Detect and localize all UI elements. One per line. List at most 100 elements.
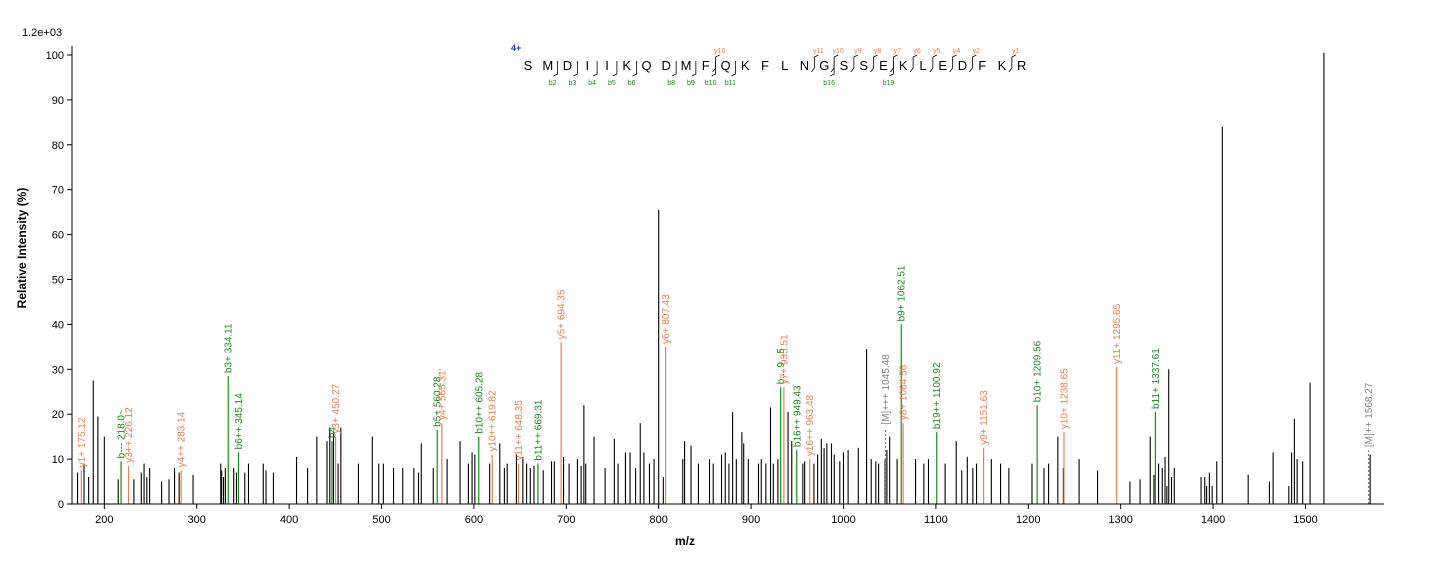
x-tick-label-9: 1100 <box>924 514 948 526</box>
x-tick-label-2: 400 <box>280 514 298 526</box>
b-cleavage-mark-9 <box>829 61 835 77</box>
y-tick-label-10: 100 <box>46 50 64 62</box>
x-tick-label-8: 1000 <box>831 514 855 526</box>
y-fragment-label-5: y7 <box>894 48 902 55</box>
sequence-residue-17: S <box>859 58 868 73</box>
y-fragment-label-7: y5 <box>933 48 941 55</box>
b-fragment-label-6: b9 <box>687 80 695 87</box>
peak-label-15: y6+ 807.43 <box>661 294 672 344</box>
x-tick-label-4: 600 <box>465 514 483 526</box>
x-axis-title: m/z <box>675 534 695 548</box>
x-axis-ticks: 200 300 400 500 600 700 800 900 1000 1100 1200 1300… <box>95 504 1318 526</box>
y-cleavage-mark-1 <box>811 54 819 73</box>
b-fragment-label-7: b10 <box>705 80 717 87</box>
x-tick-label-10: 1200 <box>1016 514 1040 526</box>
b-cleavage-mark-10 <box>889 61 894 77</box>
y-cleavage-mark-0 <box>712 54 720 73</box>
axes <box>71 46 1384 505</box>
y-fragment-label-1: y11 <box>813 48 824 55</box>
x-tick-label-1: 300 <box>188 514 206 526</box>
sequence-residue-9: F <box>702 58 710 73</box>
y-fragment-label-10: y1 <box>1012 48 1020 55</box>
peak-label-28: b11+ 1337.61 <box>1151 348 1162 409</box>
sequence-residue-25: R <box>1017 58 1026 73</box>
y-tick-label-6: 60 <box>52 230 64 242</box>
y-fragment-label-8: y4 <box>953 48 961 55</box>
sequence-residue-0: S <box>524 58 533 73</box>
peak-label-9: y4+ 565.31 <box>437 370 448 420</box>
sequence-residue-13: L <box>781 58 788 73</box>
peak-label-22: y8+ 1064.56 <box>899 364 910 420</box>
x-tick-label-5: 700 <box>557 514 575 526</box>
sequence-residue-1: M <box>542 58 553 73</box>
peak-label-25: b10+ 1209.56 <box>1033 340 1044 402</box>
y-cleavage-mark-3 <box>850 54 859 73</box>
x-tick-label-6: 800 <box>650 514 668 526</box>
intensity-scale-label: 1.2e+03 <box>22 27 62 39</box>
b-fragment-label-2: b4 <box>588 80 596 87</box>
b-cleavage-mark-0 <box>553 61 559 77</box>
sequence-residue-23: F <box>978 58 986 73</box>
y-axis-title: Relative Intensity (%) <box>15 188 29 309</box>
y-fragment-label-9: y2 <box>973 48 981 55</box>
peak-label-13: b11++ 669.31 <box>533 399 544 460</box>
x-tick-label-11: 1300 <box>1108 514 1132 526</box>
sequence-residue-22: D <box>958 58 967 73</box>
b-fragment-label-3: b5 <box>608 80 616 87</box>
y-tick-label-8: 80 <box>52 140 64 152</box>
peak-label-24: y9+ 1151.63 <box>979 390 990 445</box>
b-cleavage-mark-1 <box>573 61 578 77</box>
peak-labels: y1+ 175.12 b--- 218.0~y3++ 226.12 y4++ 283… <box>77 265 1375 467</box>
sequence-residue-20: L <box>919 58 926 73</box>
peak-label-14: y5+ 694.35 <box>557 289 568 339</box>
b-fragment-label-0: b2 <box>549 80 557 87</box>
y-cleavage-mark-8 <box>949 54 957 73</box>
peak-label-21: b9+ 1062.51 <box>897 265 908 321</box>
peak-label-2: y3++ 226.12 <box>124 407 135 463</box>
y-cleavage-mark-9 <box>969 54 977 73</box>
b-cleavage-mark-4 <box>632 61 638 77</box>
y-tick-label-5: 50 <box>52 274 64 286</box>
y-cleavage-mark-7 <box>929 54 938 73</box>
y-fragment-label-6: y6 <box>913 48 921 55</box>
peak-label-19: y16++ 963.48 <box>805 394 816 456</box>
peak-label-29: [M]++ 1568.27 <box>1364 382 1375 447</box>
sequence-residue-19: K <box>899 58 908 73</box>
peak-label-11: y10++ 619.82 <box>488 390 499 452</box>
x-tick-label-13: 1500 <box>1293 514 1317 526</box>
y-cleavage-mark-4 <box>870 54 878 73</box>
b-fragment-label-9: b16 <box>823 80 835 87</box>
b-fragment-label-4: b6 <box>628 80 636 87</box>
b-cleavage-mark-2 <box>592 61 598 77</box>
precursor-charge: 4+ <box>511 43 521 53</box>
peak-label-10: b10++ 605.28 <box>474 371 485 433</box>
peak-label-3: y4++ 283.14 <box>177 411 188 467</box>
y-cleavage-mark-6 <box>909 54 918 73</box>
peak-label-1: b--- 218.0~ <box>117 409 128 458</box>
x-tick-label-3: 500 <box>372 514 390 526</box>
peak-label-16: b... 9...5 <box>776 348 787 385</box>
b-cleavage-mark-7 <box>711 61 717 77</box>
peak-label-12: y11++ 648.35 <box>514 400 525 461</box>
b-cleavage-mark-3 <box>612 61 618 77</box>
y-tick-label-7: 70 <box>52 185 64 197</box>
b-fragment-label-5: b8 <box>667 80 675 87</box>
spectrum-peaks <box>76 52 1371 504</box>
y-cleavage-mark-10 <box>1008 54 1017 73</box>
y-fragment-label-4: y8 <box>874 48 882 55</box>
b-cleavage-mark-5 <box>671 61 677 77</box>
sequence-residue-4: I <box>605 58 609 73</box>
peak-label-6: b4 <box>327 427 338 439</box>
sequence-residue-18: E <box>879 58 888 73</box>
sequence-residue-15: G <box>819 58 829 73</box>
sequence-residue-2: D <box>563 58 572 73</box>
peak-label-26: y10+ 1238.65 <box>1059 368 1070 429</box>
sequence-residue-12: F <box>761 58 769 73</box>
peak-label-8: b5+ 560.28... <box>433 368 444 427</box>
sequence-residue-21: E <box>938 58 947 73</box>
x-tick-label-12: 1400 <box>1201 514 1225 526</box>
y-tick-label-1: 10 <box>52 454 64 466</box>
y-fragment-label-2: y10 <box>832 48 843 55</box>
sequence-residue-6: Q <box>641 58 651 73</box>
